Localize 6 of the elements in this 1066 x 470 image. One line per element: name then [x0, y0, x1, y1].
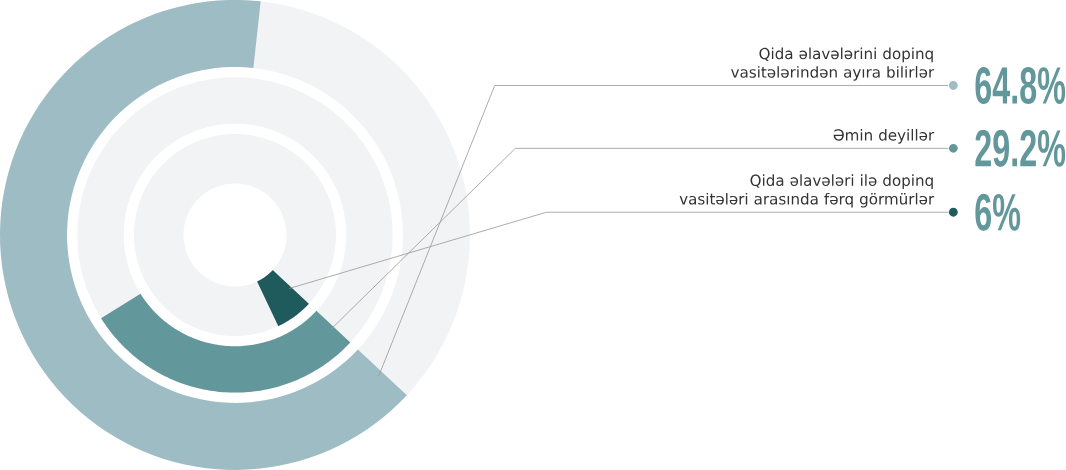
category-label: Qida əlavələri ilə dopinq vasitələri arasında fərq görmürlər: [679, 174, 935, 208]
data-label: 64.8%: [975, 67, 1066, 105]
category-label: Qida əlavələrini dopinq vasitələrindən ayıra bilirlər: [731, 47, 935, 81]
data-label: 6%: [975, 193, 1021, 231]
data-label: 29.2%: [975, 129, 1066, 167]
category-label: Əmin deyillər: [833, 129, 935, 144]
